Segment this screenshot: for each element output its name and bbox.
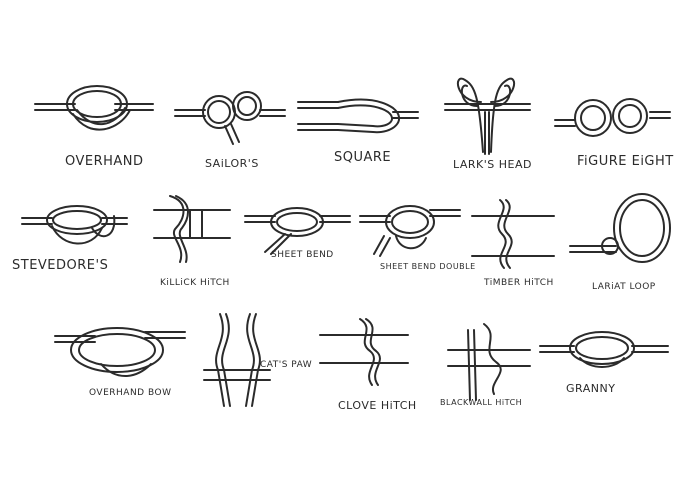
blackwall-hitch-drawing [447, 323, 531, 401]
sheet-bend-label: SHEET BEND [271, 250, 334, 260]
sailors-knot: SAiLOR'S [174, 82, 286, 170]
figure-eight-knot: FiGURE EiGHT [554, 92, 673, 169]
overhand-label: OVERHAND [65, 154, 144, 169]
square-label: SQUARE [334, 150, 392, 165]
stevedores-drawing [21, 205, 128, 245]
granny-knot: GRANNY [539, 322, 670, 402]
clove-hitch-knot: CLOVE HiTCH [319, 315, 416, 415]
timber-hitch-knot: TiMBER HiTCH [471, 196, 557, 296]
lariat-loop-drawing [569, 193, 671, 263]
cats-paw-label: CAT'S PAW [260, 360, 313, 370]
overhand-knot: OVERHAND [34, 80, 155, 169]
sheet-bend-drawing [244, 207, 351, 255]
sheet-bend-knot: SHEET BEND [244, 202, 351, 272]
sailors-drawing [174, 91, 286, 145]
blackwall-hitch-knot: BLACKWALL HiTCH [440, 320, 535, 415]
blackwall-hitch-label: BLACKWALL HiTCH [440, 398, 523, 407]
timber-hitch-drawing [471, 199, 555, 269]
sheet-bend-double-label: SHEET BEND DOUBLE [380, 262, 476, 271]
clove-hitch-drawing [319, 318, 409, 386]
sailors-label: SAiLOR'S [205, 157, 259, 170]
granny-drawing [539, 331, 669, 368]
cats-paw-drawing [203, 313, 271, 407]
killick-hitch-knot: KiLLiCK HiTCH [150, 192, 235, 292]
lariat-loop-label: LARiAT LOOP [592, 282, 656, 292]
overhand-drawing [34, 85, 154, 131]
lariat-loop-knot: LARiAT LOOP [569, 190, 680, 300]
stevedores-label: STEVEDORE'S [12, 258, 109, 273]
overhand-bow-drawing [54, 327, 186, 377]
square-drawing [297, 98, 419, 134]
clove-hitch-label: CLOVE HiTCH [338, 399, 417, 412]
timber-hitch-label: TiMBER HiTCH [484, 278, 554, 288]
cats-paw-knot: CAT'S PAW [200, 310, 312, 410]
sheet-bend-double-knot: SHEET BEND DOUBLE [359, 198, 475, 278]
stevedores-knot: STEVEDORE'S [12, 198, 132, 273]
larks-head-label: LARK'S HEAD [453, 158, 532, 171]
killick-hitch-drawing [153, 195, 231, 263]
overhand-bow-label: OVERHAND BOW [89, 388, 172, 398]
larks-head-knot: LARK'S HEAD [444, 72, 532, 172]
sheet-bend-double-drawing [359, 205, 461, 257]
killick-hitch-label: KiLLiCK HiTCH [160, 278, 230, 288]
figure-eight-drawing [554, 98, 671, 137]
square-knot: SQUARE [297, 90, 419, 165]
larks-head-drawing [444, 77, 531, 155]
granny-label: GRANNY [566, 382, 616, 395]
figure-eight-label: FiGURE EiGHT [577, 154, 674, 169]
overhand-bow-knot: OVERHAND BOW [54, 318, 186, 413]
